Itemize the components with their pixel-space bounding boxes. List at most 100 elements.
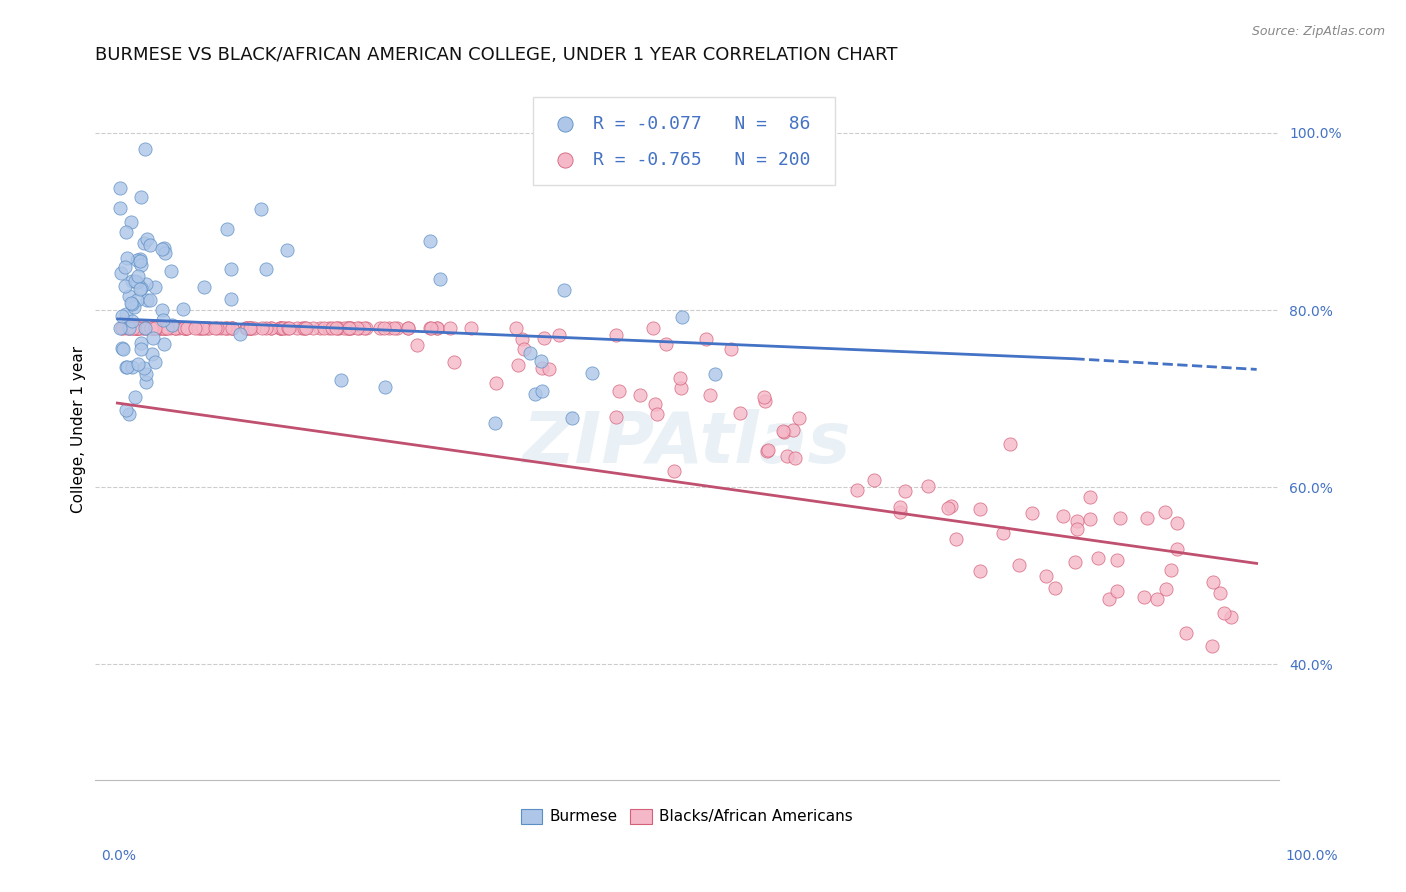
Point xyxy=(1154,582,1177,597)
Point xyxy=(270,320,292,334)
Point xyxy=(117,320,139,334)
Point xyxy=(326,320,349,334)
Point xyxy=(336,320,359,334)
Point xyxy=(195,320,218,334)
Point xyxy=(1043,581,1066,595)
Point xyxy=(368,320,391,334)
Point xyxy=(141,320,163,334)
Point xyxy=(125,320,148,334)
Point xyxy=(142,320,165,334)
Point xyxy=(277,320,299,334)
Point xyxy=(141,320,163,334)
Point xyxy=(1202,574,1225,589)
Point xyxy=(506,358,529,372)
Point xyxy=(460,320,482,334)
Point xyxy=(720,342,742,356)
Point xyxy=(695,332,717,346)
Point xyxy=(260,320,283,334)
Point xyxy=(553,284,575,298)
Point xyxy=(141,320,163,334)
Point xyxy=(274,320,297,334)
Point xyxy=(269,320,291,334)
Point xyxy=(111,309,134,323)
Point xyxy=(291,320,314,334)
Point xyxy=(125,252,148,267)
Point xyxy=(127,268,149,283)
Point xyxy=(129,254,152,268)
Point xyxy=(188,320,211,334)
Legend: Burmese, Blacks/African Americans: Burmese, Blacks/African Americans xyxy=(522,809,853,824)
Point xyxy=(254,262,277,277)
Point xyxy=(756,444,779,458)
Point xyxy=(271,320,294,334)
Point xyxy=(671,310,693,324)
Point xyxy=(153,241,176,255)
Point xyxy=(152,320,174,334)
Point xyxy=(114,278,136,293)
Point xyxy=(314,320,336,334)
Point xyxy=(756,443,779,458)
Point xyxy=(1166,541,1188,556)
Point xyxy=(893,483,915,498)
Point xyxy=(129,258,152,272)
Point xyxy=(190,320,212,334)
Point xyxy=(945,532,967,546)
Point xyxy=(309,320,332,334)
Point xyxy=(239,320,262,334)
Point xyxy=(129,282,152,296)
Point xyxy=(669,371,692,385)
Point xyxy=(127,293,149,307)
Point xyxy=(1078,512,1101,526)
Point xyxy=(127,320,149,334)
Point xyxy=(1064,555,1087,569)
Point xyxy=(136,293,159,307)
Point xyxy=(198,320,221,334)
Point xyxy=(485,376,508,390)
Text: R = -0.765   N = 200: R = -0.765 N = 200 xyxy=(593,151,811,169)
Point xyxy=(236,320,259,334)
Point xyxy=(163,320,186,334)
Point xyxy=(789,410,811,425)
Point xyxy=(243,320,266,334)
Point xyxy=(260,320,283,334)
Point xyxy=(382,320,405,334)
Point xyxy=(655,336,678,351)
Point xyxy=(1220,609,1243,624)
Point xyxy=(217,222,239,236)
Point xyxy=(114,225,136,239)
Point xyxy=(269,320,291,334)
Point xyxy=(205,320,228,334)
Point xyxy=(239,320,262,334)
Point xyxy=(111,320,134,334)
FancyBboxPatch shape xyxy=(533,97,835,185)
Text: ZIPAtlas: ZIPAtlas xyxy=(523,409,851,478)
Point xyxy=(136,232,159,246)
Point xyxy=(118,321,141,335)
Point xyxy=(153,320,176,334)
Text: BURMESE VS BLACK/AFRICAN AMERICAN COLLEGE, UNDER 1 YEAR CORRELATION CHART: BURMESE VS BLACK/AFRICAN AMERICAN COLLEG… xyxy=(94,46,897,64)
Point xyxy=(969,564,991,578)
Point xyxy=(605,409,627,424)
Point xyxy=(221,292,243,306)
Point xyxy=(641,320,664,334)
Point xyxy=(347,320,370,334)
Point xyxy=(187,320,209,334)
Point xyxy=(531,384,554,398)
Point xyxy=(524,387,547,401)
Point xyxy=(538,362,561,376)
Point xyxy=(278,320,301,334)
Point xyxy=(204,320,226,334)
Point xyxy=(173,320,195,334)
Point xyxy=(239,320,262,334)
Point xyxy=(426,320,449,334)
Point xyxy=(143,320,166,334)
Point xyxy=(558,181,581,195)
Point xyxy=(671,381,693,395)
Point xyxy=(159,320,181,334)
Point xyxy=(122,320,145,334)
Point xyxy=(108,181,131,195)
Point xyxy=(699,387,721,401)
Point xyxy=(396,320,419,334)
Point xyxy=(484,416,506,430)
Point xyxy=(193,279,215,293)
